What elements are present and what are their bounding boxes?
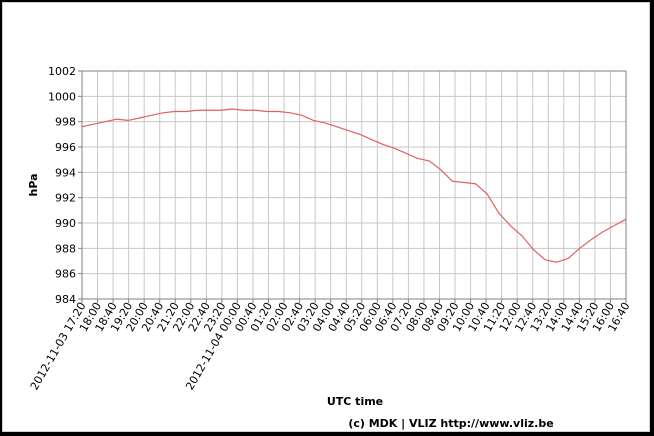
credit-text: (c) MDK | VLIZ http://www.vliz.be: [348, 417, 553, 430]
x-axis-title: UTC time: [327, 395, 383, 408]
y-tick-label: 986: [55, 268, 76, 281]
y-tick-label: 1000: [48, 90, 76, 103]
y-tick-label: 1002: [48, 65, 76, 78]
y-tick-label: 994: [55, 166, 76, 179]
y-tick-label: 998: [55, 116, 76, 129]
plot-area: [81, 70, 627, 300]
y-tick-label: 988: [55, 242, 76, 255]
y-axis: 984 986 988 990 992 994 996 998 1000 1002: [48, 65, 82, 306]
y-tick-label: 992: [55, 192, 76, 205]
chart-frame: 984 986 988 990 992 994 996 998 1000 1002 2012-11…: [2, 2, 650, 432]
y-tick-label: 990: [55, 217, 76, 230]
y-axis-title: hPa: [27, 173, 40, 196]
grid: [81, 70, 627, 300]
pressure-chart: 984 986 988 990 992 994 996 998 1000 1002 2012-11…: [27, 65, 633, 430]
x-tick-label: 2012-11-03 17:20: [28, 300, 89, 392]
y-tick-label: 996: [55, 141, 76, 154]
x-axis: 2012-11-03 17:2018:0018:4019:2020:0020:4…: [28, 299, 633, 392]
y-tick-label: 984: [55, 293, 76, 306]
series-line: [81, 108, 627, 263]
